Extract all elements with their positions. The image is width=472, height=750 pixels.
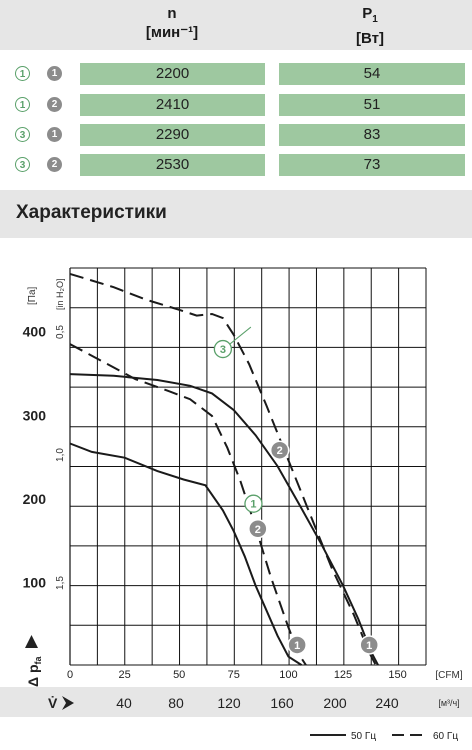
marker-circle <box>213 339 233 359</box>
marker-leader-line <box>229 326 252 345</box>
speed-unit: [мин⁻¹] <box>145 24 199 41</box>
chart-curves <box>69 272 379 666</box>
col-power-header: P1 [Вт] <box>310 4 430 48</box>
curve-1-1 <box>69 442 303 666</box>
curve-marker: 1 <box>244 494 263 513</box>
table-row: 3 2 2530 73 <box>0 154 472 176</box>
y-axis-label-inh2o: [in H₂O] <box>55 279 65 311</box>
marker-circle <box>269 440 290 460</box>
x-axis-label-m3h: [м³/ч] <box>438 698 459 708</box>
curve-marker: 1 <box>359 635 379 655</box>
power-symbol: P <box>362 5 373 22</box>
x-tick-label-m3h: 120 <box>217 695 241 711</box>
power-subscript: 1 <box>372 14 378 25</box>
curve-badge-solid: 1 <box>47 127 62 142</box>
table-row: 1 2 2410 51 <box>0 94 472 116</box>
curve-marker: 1 <box>287 635 307 655</box>
x-tick-label-m3h: 160 <box>270 695 294 711</box>
y-tick-label-inh2o: 1,5 <box>55 576 66 590</box>
x-axis-symbol: V̇ <box>48 695 58 711</box>
x-tick-label-m3h: 240 <box>375 695 399 711</box>
marker-label: 2 <box>255 524 261 536</box>
curve-marker: 2 <box>269 440 290 460</box>
speed-cell: 2200 <box>80 63 265 85</box>
power-symbol-wrap: P1 <box>310 4 430 29</box>
y-tick-label-pa: 100 <box>23 574 47 590</box>
curve-marker: 3 <box>213 339 233 359</box>
x-tick-label-cfm: 100 <box>279 669 297 681</box>
x-tick-label-cfm: 25 <box>118 669 130 681</box>
marker-label: 3 <box>220 344 226 356</box>
curve-1-2 <box>69 373 379 666</box>
y-tick-label-inh2o: 1,0 <box>55 448 66 462</box>
curve-badge-solid: 2 <box>47 97 62 112</box>
marker-circle <box>287 635 307 655</box>
curve-3-1 <box>69 343 307 666</box>
curve-3-2 <box>69 272 377 666</box>
curve-badge-outline: 1 <box>15 97 30 112</box>
y-axis-label-pa: [Па] <box>27 286 38 305</box>
curve-badge-outline: 3 <box>15 127 30 142</box>
speed-symbol: n <box>167 5 177 22</box>
curve-badge-outline: 3 <box>15 157 30 172</box>
curve-marker: 2 <box>248 519 268 539</box>
marker-label: 2 <box>277 445 283 457</box>
power-unit: [Вт] <box>356 30 384 47</box>
speed-cell: 2410 <box>80 94 265 116</box>
marker-label: 1 <box>250 499 256 511</box>
power-cell: 54 <box>279 63 465 85</box>
marker-circle <box>248 519 268 539</box>
x-axis-band-m3h <box>0 687 472 717</box>
chart-markers: 3 2 1 2 1 1 <box>213 326 379 655</box>
y-tick-label-pa: 200 <box>23 491 47 507</box>
table-header: n [мин⁻¹] P1 [Вт] <box>0 0 472 50</box>
x-tick-label-cfm: 150 <box>388 669 406 681</box>
x-tick-label-cfm: 75 <box>228 669 240 681</box>
x-axis-label-cfm: [CFM] <box>435 670 462 681</box>
y-tick-label-inh2o: 0,5 <box>55 325 66 339</box>
x-tick-label-m3h: 200 <box>323 695 347 711</box>
y-axis-symbol: Δ pfa <box>25 655 43 687</box>
x-tick-label-m3h: 40 <box>116 695 132 711</box>
marker-label: 1 <box>294 640 300 652</box>
col-speed-header: n [мин⁻¹] <box>112 4 232 42</box>
speed-cell: 2530 <box>80 154 265 176</box>
curve-badge-outline: 1 <box>15 66 30 81</box>
legend-label-50hz: 50 Гц <box>351 731 376 742</box>
marker-circle <box>359 635 379 655</box>
y-tick-label-pa: 400 <box>23 324 47 340</box>
x-tick-label-cfm: 125 <box>334 669 352 681</box>
table-row: 1 1 2200 54 <box>0 63 472 85</box>
power-cell: 73 <box>279 154 465 176</box>
section-header: Характеристики <box>0 190 472 238</box>
curve-badge-solid: 1 <box>47 66 62 81</box>
curve-badge-solid: 2 <box>47 157 62 172</box>
x-tick-label-cfm: 50 <box>173 669 185 681</box>
section-title: Характеристики <box>16 202 167 223</box>
y-tick-label-pa: 300 <box>23 407 47 423</box>
x-axis-arrow-icon <box>62 696 74 710</box>
chart-labels: 100 200 300 400 [Па] 0,5 1,0 1,5 [in H₂O] Δ pfa 0 2… <box>0 279 472 742</box>
x-tick-label-cfm: 0 <box>67 669 73 681</box>
power-cell: 51 <box>279 94 465 116</box>
chart-grid <box>69 267 427 666</box>
marker-circle <box>244 494 263 513</box>
speed-cell: 2290 <box>80 124 265 146</box>
y-symbol-sub: fa <box>33 655 43 664</box>
x-tick-label-m3h: 80 <box>168 695 184 711</box>
legend-label-60hz: 60 Гц <box>433 731 458 742</box>
y-axis-arrow-icon <box>25 635 38 648</box>
power-cell: 83 <box>279 124 465 146</box>
y-symbol-main: Δ p <box>25 664 41 687</box>
marker-label: 1 <box>366 640 372 652</box>
table-row: 3 1 2290 83 <box>0 124 472 146</box>
